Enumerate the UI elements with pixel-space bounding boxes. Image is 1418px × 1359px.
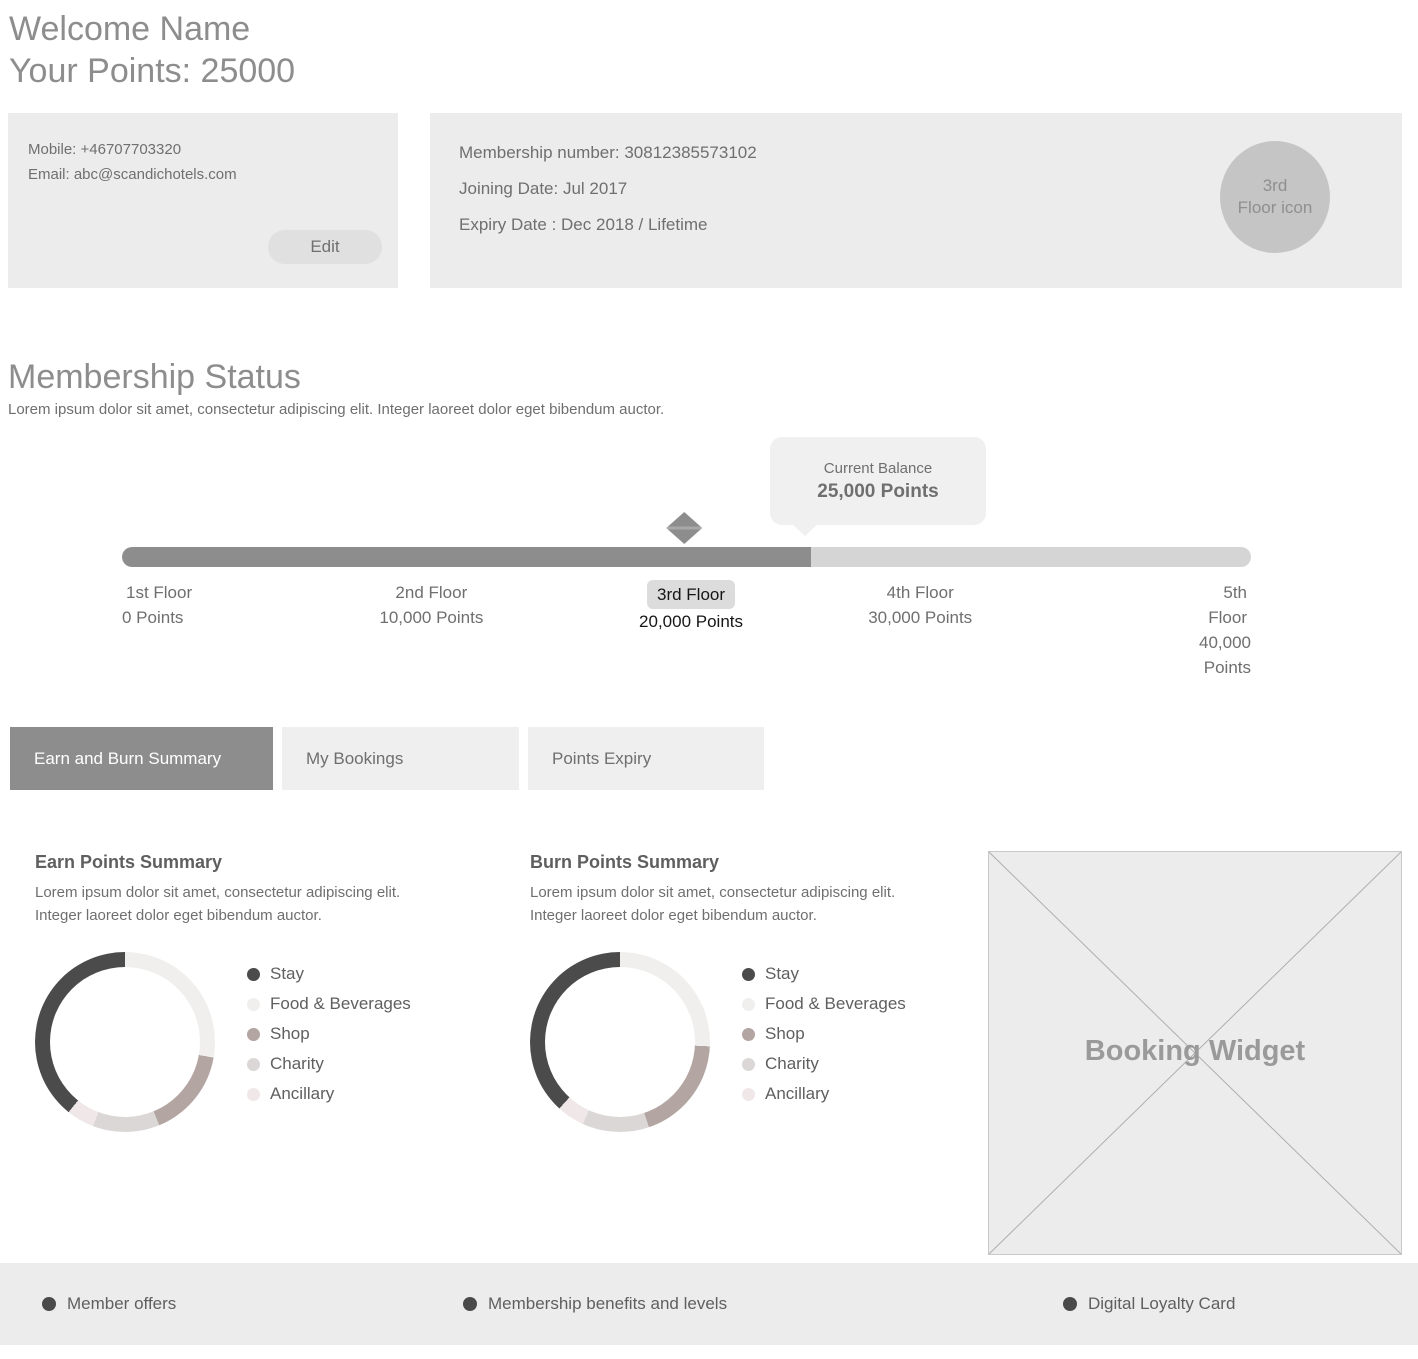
earn-points-summary: Earn Points Summary Lorem ipsum dolor si… (35, 852, 465, 1132)
earn-donut-chart (35, 952, 215, 1132)
membership-status-description: Lorem ipsum dolor sit amet, consectetur … (8, 401, 665, 418)
floor-labels: 1st Floor 0 Points 2nd Floor 10,000 Points 3… (122, 580, 1251, 677)
earn-summary-description: Lorem ipsum dolor sit amet, consectetur … (35, 884, 401, 924)
burn-summary-description: Lorem ipsum dolor sit amet, consectetur … (530, 884, 896, 924)
legend-item-food-beverages: Food & Beverages (247, 994, 411, 1014)
floor-badge-line2: Floor icon (1237, 198, 1313, 217)
contact-card: Mobile: +46707703320 Email: abc@scandich… (8, 113, 398, 288)
tab-points-expiry[interactable]: Points Expiry (528, 727, 764, 790)
legend-item-stay: Stay (742, 964, 906, 984)
joining-date: Joining Date: Jul 2017 (459, 179, 628, 198)
burn-summary-title: Burn Points Summary (530, 852, 720, 872)
membership-card: Membership number: 30812385573102 Joinin… (430, 113, 1402, 288)
footer-link-membership-benefits-and-levels[interactable]: Membership benefits and levels (463, 1263, 727, 1345)
booking-widget-label: Booking Widget (1084, 1034, 1306, 1067)
progress-fill (122, 547, 811, 567)
placeholder-cross-icon (989, 852, 1401, 1254)
footer-link-member-offers[interactable]: Member offers (42, 1263, 176, 1345)
floor-label-5th-floor: 5th Floor 40,000 Points (1199, 583, 1251, 677)
floor-marker-diamond-icon (666, 512, 703, 544)
floor-label-4th-floor: 4th Floor 30,000 Points (868, 583, 973, 627)
edit-button[interactable]: Edit (268, 230, 382, 264)
bullet-icon (42, 1297, 56, 1311)
tooltip-pointer (792, 524, 818, 536)
floor-label-1st-floor: 1st Floor 0 Points (122, 583, 193, 627)
legend-dot-icon (247, 1027, 260, 1041)
legend-dot-icon (247, 1087, 260, 1101)
membership-progress (122, 512, 1251, 567)
legend-dot-icon (247, 1057, 260, 1071)
legend-dot-icon (742, 1027, 755, 1041)
legend-item-charity: Charity (742, 1054, 906, 1074)
current-balance-tooltip: Current Balance 25,000 Points (770, 437, 986, 536)
floor-badge-icon: 3rd Floor icon (1220, 141, 1330, 253)
legend-item-shop: Shop (247, 1024, 411, 1044)
email-value: Email: abc@scandichotels.com (28, 166, 237, 183)
legend-item-charity: Charity (247, 1054, 411, 1074)
burn-points-summary: Burn Points Summary Lorem ipsum dolor si… (530, 852, 960, 1132)
burn-donut-chart (530, 952, 710, 1132)
legend-item-ancillary: Ancillary (247, 1084, 411, 1104)
legend-dot-icon (247, 997, 260, 1011)
footer-link-digital-loyalty-card[interactable]: Digital Loyalty Card (1063, 1263, 1235, 1345)
tooltip-value: 25,000 Points (817, 480, 939, 502)
tab-earn-and-burn-summary[interactable]: Earn and Burn Summary (10, 727, 273, 790)
legend-item-food-beverages: Food & Beverages (742, 994, 906, 1014)
earn-chart-legend: Stay Food & Beverages Shop Charity Ancillary (247, 964, 411, 1114)
legend-dot-icon (247, 967, 260, 981)
legend-dot-icon (742, 1087, 755, 1101)
expiry-date: Expiry Date : Dec 2018 / Lifetime (459, 215, 708, 234)
bullet-icon (1063, 1297, 1077, 1311)
legend-dot-icon (742, 997, 755, 1011)
bullet-icon (463, 1297, 477, 1311)
points-heading: Your Points: 25000 (9, 52, 296, 90)
membership-status-title: Membership Status (8, 358, 301, 396)
tabs: Earn and Burn Summary My Bookings Points E… (10, 727, 764, 790)
earn-summary-title: Earn Points Summary (35, 852, 223, 872)
legend-item-shop: Shop (742, 1024, 906, 1044)
legend-item-stay: Stay (247, 964, 411, 984)
floor-badge-line1: 3rd (1262, 176, 1288, 195)
legend-dot-icon (742, 1057, 755, 1071)
burn-chart-legend: Stay Food & Beverages Shop Charity Ancillary (742, 964, 906, 1114)
floor-label-3rd-floor: 3rd Floor 20,000 Points (639, 580, 743, 634)
legend-item-ancillary: Ancillary (742, 1084, 906, 1104)
footer-nav: Member offers Membership benefits and lev… (0, 1263, 1418, 1345)
progress-track (122, 547, 1251, 567)
tooltip-label: Current Balance (823, 459, 933, 477)
welcome-heading: Welcome Name (9, 10, 251, 48)
floor-label-2nd-floor: 2nd Floor 10,000 Points (379, 583, 484, 627)
membership-number: Membership number: 30812385573102 (459, 143, 757, 162)
mobile-value: Mobile: +46707703320 (28, 141, 182, 158)
tab-my-bookings[interactable]: My Bookings (282, 727, 519, 790)
booking-widget[interactable]: Booking Widget (988, 851, 1402, 1255)
legend-dot-icon (742, 967, 755, 981)
welcome-block: Welcome Name Your Points: 25000 (9, 8, 295, 92)
